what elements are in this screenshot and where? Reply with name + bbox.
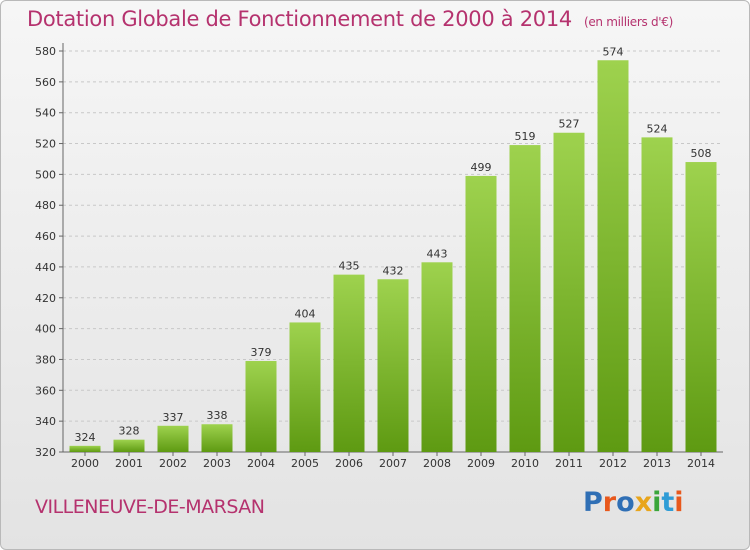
data-label: 508 [691,147,712,160]
chart-title-text: Dotation Globale de Fonctionnement de 20… [27,7,572,31]
bar [421,262,453,452]
bar [377,279,409,452]
chart-unit: (en milliers d'€) [583,15,673,29]
x-tick-label: 2008 [423,457,451,470]
data-label: 443 [427,247,448,260]
bar [157,425,189,452]
data-label: 432 [383,264,404,277]
x-tick-label: 2006 [335,457,363,470]
bar [333,274,365,452]
y-tick-label: 560 [35,76,56,89]
bar [69,445,101,452]
bar [641,137,673,452]
x-tick-label: 2004 [247,457,275,470]
bar [597,60,629,452]
data-label: 328 [119,425,140,438]
data-label: 337 [163,411,184,424]
y-tick-label: 340 [35,415,56,428]
x-tick-label: 2012 [599,457,627,470]
data-label: 527 [559,118,580,131]
bar [509,145,541,453]
data-label: 519 [515,130,536,143]
chart-title: Dotation Globale de Fonctionnement de 20… [27,7,673,31]
x-tick-label: 2014 [687,457,715,470]
x-tick-label: 2005 [291,457,319,470]
data-label: 404 [295,307,316,320]
y-tick-label: 500 [35,168,56,181]
bar [465,175,497,452]
x-tick-label: 2010 [511,457,539,470]
x-tick-label: 2001 [115,457,143,470]
x-tick-label: 2000 [71,457,99,470]
y-tick-label: 540 [35,107,56,120]
x-tick-label: 2011 [555,457,583,470]
proxiti-logo: Proxiti [583,487,684,518]
bar [289,322,321,452]
x-tick-label: 2002 [159,457,187,470]
x-tick-label: 2013 [643,457,671,470]
bar [553,132,585,452]
data-label: 524 [647,122,668,135]
y-tick-label: 400 [35,323,56,336]
commune-name: VILLENEUVE-DE-MARSAN [35,496,265,518]
data-label: 435 [339,260,360,273]
y-tick-label: 440 [35,261,56,274]
bar [113,439,145,452]
y-tick-label: 580 [35,45,56,58]
y-tick-label: 380 [35,353,56,366]
data-label: 499 [471,161,492,174]
y-tick-label: 360 [35,384,56,397]
data-label: 574 [603,45,624,58]
x-tick-label: 2007 [379,457,407,470]
data-label: 338 [207,409,228,422]
data-label: 324 [75,431,96,444]
y-tick-label: 320 [35,446,56,459]
y-tick-label: 480 [35,199,56,212]
x-tick-label: 2009 [467,457,495,470]
y-tick-label: 420 [35,292,56,305]
y-tick-label: 460 [35,230,56,243]
y-tick-label: 520 [35,138,56,151]
x-tick-label: 2003 [203,457,231,470]
bar [685,162,717,453]
bar [245,361,277,452]
bar [201,424,233,452]
data-label: 379 [251,346,272,359]
